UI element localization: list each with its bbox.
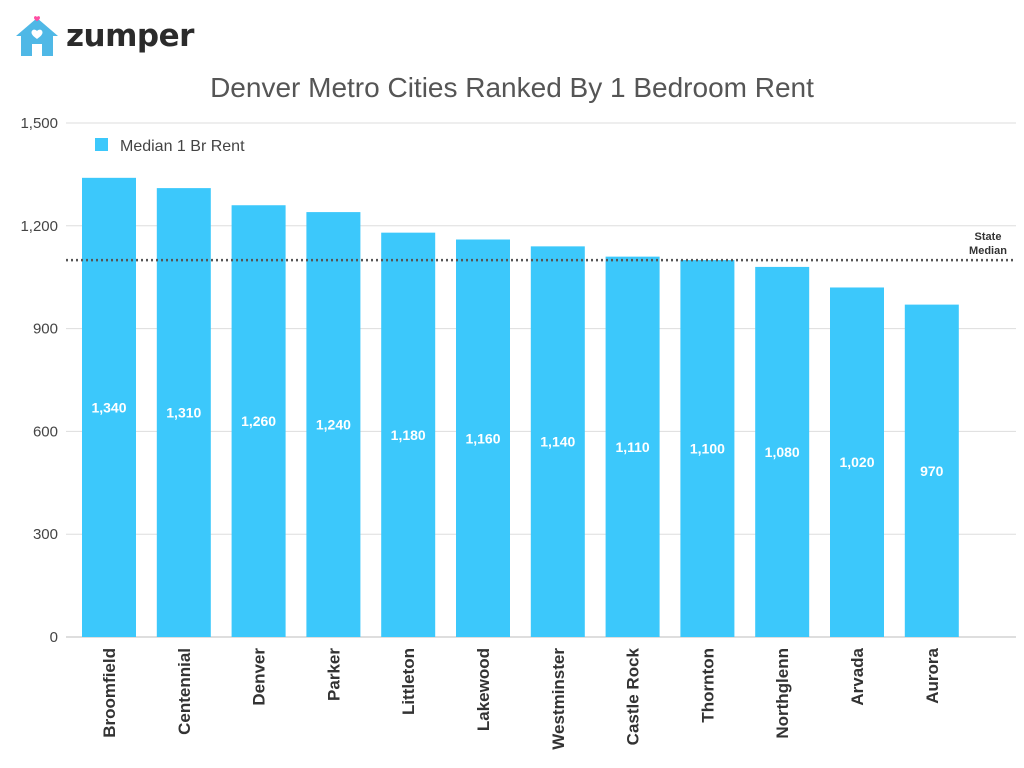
data-label: 1,240	[316, 417, 351, 433]
category-label: Parker	[324, 648, 343, 701]
category-label: Westminster	[549, 648, 568, 750]
category-label: Lakewood	[474, 648, 493, 731]
house-icon	[16, 16, 58, 56]
bar	[680, 260, 735, 637]
heart-icon	[34, 16, 40, 22]
data-label: 1,020	[839, 454, 874, 470]
category-label: Centennial	[175, 648, 194, 735]
bar	[904, 304, 959, 637]
data-label: 1,340	[91, 399, 126, 415]
bar	[231, 205, 286, 638]
y-tick-label: 1,200	[20, 218, 58, 235]
data-label: 1,310	[166, 405, 201, 421]
data-label: 1,110	[615, 439, 649, 455]
chart-title: Denver Metro Cities Ranked By 1 Bedroom …	[210, 72, 814, 103]
data-label: 1,160	[465, 430, 500, 446]
y-tick-label: 1,500	[20, 115, 58, 132]
data-label: 1,140	[540, 434, 575, 450]
category-label: Castle Rock	[624, 647, 643, 745]
bar	[830, 287, 884, 637]
bar	[755, 266, 810, 637]
data-label: 1,080	[765, 444, 800, 460]
data-label: 970	[920, 463, 944, 479]
y-tick-label: 0	[50, 629, 58, 646]
data-label: 1,100	[690, 441, 725, 457]
state-median-label: State	[975, 231, 1002, 243]
state-median-label: Median	[969, 245, 1007, 257]
data-label: 1,260	[241, 413, 276, 429]
category-label: Broomfield	[100, 648, 119, 738]
data-label: 1,180	[391, 427, 426, 443]
category-label: Littleton	[399, 648, 418, 715]
legend-swatch	[95, 138, 108, 151]
bar	[381, 232, 436, 638]
category-label: Aurora	[923, 647, 942, 703]
y-tick-label: 300	[33, 526, 58, 543]
y-tick-label: 600	[33, 423, 58, 440]
category-label: Denver	[250, 648, 269, 706]
bar	[530, 246, 585, 638]
bar	[456, 239, 510, 638]
category-label: Arvada	[848, 647, 867, 705]
legend-label: Median 1 Br Rent	[120, 138, 245, 155]
zumper-logo: zumper	[14, 14, 194, 58]
bar	[306, 212, 361, 638]
brand-name: zumper	[66, 17, 194, 54]
bar	[82, 177, 136, 637]
category-label: Thornton	[698, 648, 717, 723]
category-label: Northglenn	[773, 648, 792, 739]
bar	[156, 188, 211, 637]
y-tick-label: 900	[33, 321, 58, 338]
bar	[605, 256, 660, 637]
